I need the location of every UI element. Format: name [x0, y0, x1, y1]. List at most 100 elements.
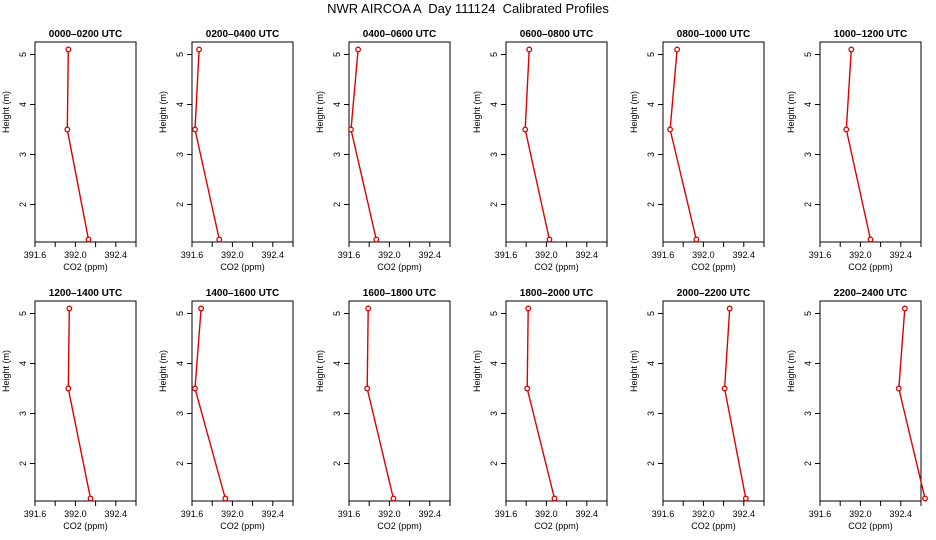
- panel-title: 2000–2200 UTC: [677, 288, 750, 299]
- data-point: [843, 126, 850, 133]
- plot-frame: [34, 300, 137, 502]
- profile-panel-9: 1600–1800 UTC 391.6 392.0 392.4 CO2 (ppm) 2 3 4…: [315, 288, 451, 531]
- x-tick-label: 391.6: [338, 509, 361, 519]
- x-axis-label: CO2 (ppm): [691, 262, 736, 272]
- data-point: [546, 236, 553, 243]
- y-tick-label: 4: [803, 361, 813, 366]
- panel-title: 1800–2000 UTC: [520, 288, 593, 299]
- plot-frame: [348, 41, 451, 243]
- y-tick-label: 3: [332, 152, 342, 157]
- x-tick-label: 392.0: [535, 250, 558, 260]
- data-point: [726, 305, 733, 312]
- profile-panel-12: 2200–2400 UTC 391.6 392.0 392.4 CO2 (ppm) 2 3 4…: [786, 288, 928, 531]
- y-tick-label: 2: [18, 461, 28, 466]
- y-tick-label: 5: [646, 52, 656, 57]
- data-point: [390, 495, 397, 502]
- x-axis-label: CO2 (ppm): [63, 521, 108, 531]
- data-point: [364, 385, 371, 392]
- y-tick-label: 3: [646, 411, 656, 416]
- x-axis-label: CO2 (ppm): [848, 262, 893, 272]
- x-tick-label: 392.4: [890, 509, 913, 519]
- data-point: [198, 305, 205, 312]
- x-tick-label: 392.0: [692, 250, 715, 260]
- x-tick-label: 391.6: [652, 509, 675, 519]
- y-tick-label: 4: [646, 102, 656, 107]
- data-point: [522, 126, 529, 133]
- profile-panel-2: 0200–0400 UTC 391.6 392.0 392.4 CO2 (ppm) 2 3 4…: [158, 29, 294, 272]
- y-tick-label: 2: [175, 202, 185, 207]
- profile-panel-6: 1000–1200 UTC 391.6 392.0 392.4 CO2 (ppm) 2 3 4…: [786, 29, 922, 272]
- y-tick-label: 3: [175, 411, 185, 416]
- y-axis-label: Height (m): [786, 91, 796, 133]
- y-tick-label: 5: [803, 52, 813, 57]
- profile-panel-10: 1800–2000 UTC 391.6 392.0 392.4 CO2 (ppm) 2 3 4…: [472, 288, 608, 531]
- y-tick-label: 5: [175, 52, 185, 57]
- data-point: [895, 385, 902, 392]
- x-tick-label: 391.6: [809, 250, 832, 260]
- y-tick-label: 4: [18, 102, 28, 107]
- x-tick-label: 392.4: [105, 250, 128, 260]
- data-point: [222, 495, 229, 502]
- plot-frame: [505, 41, 608, 243]
- data-point: [355, 46, 362, 53]
- y-tick-label: 3: [489, 411, 499, 416]
- x-tick-label: 392.4: [262, 250, 285, 260]
- x-tick-label: 392.4: [733, 250, 756, 260]
- profile-panel-8: 1400–1600 UTC 391.6 392.0 392.4 CO2 (ppm) 2 3 4…: [158, 288, 294, 531]
- y-tick-label: 2: [803, 202, 813, 207]
- profile-panel-4: 0600–0800 UTC 391.6 392.0 392.4 CO2 (ppm) 2 3 4…: [472, 29, 608, 272]
- data-point: [192, 385, 198, 392]
- panel-title: 0200–0400 UTC: [206, 29, 279, 40]
- y-axis-label: Height (m): [472, 350, 482, 392]
- x-tick-label: 391.6: [652, 250, 675, 260]
- profile-line: [526, 308, 556, 499]
- profile-panel-3: 0400–0600 UTC 391.6 392.0 392.4 CO2 (ppm) 2 3 4…: [315, 29, 451, 272]
- profile-line: [67, 308, 92, 499]
- data-point: [667, 126, 674, 133]
- x-tick-label: 392.4: [733, 509, 756, 519]
- y-tick-label: 4: [175, 102, 185, 107]
- profile-line: [66, 49, 90, 240]
- profile-line: [845, 49, 872, 240]
- x-tick-label: 392.0: [64, 250, 87, 260]
- profile-line: [366, 308, 395, 499]
- data-point: [64, 126, 71, 133]
- panel-title: 2200–2400 UTC: [834, 288, 907, 299]
- panel-title: 0000–0200 UTC: [49, 29, 122, 40]
- y-axis-label: Height (m): [315, 350, 325, 392]
- y-tick-label: 2: [803, 461, 813, 466]
- y-tick-label: 2: [18, 202, 28, 207]
- profile-line: [669, 49, 697, 240]
- panel-title: 0600–0800 UTC: [520, 29, 593, 40]
- y-tick-label: 3: [803, 152, 813, 157]
- panel-title: 1400–1600 UTC: [206, 288, 279, 299]
- data-point: [693, 236, 700, 243]
- y-tick-label: 2: [332, 461, 342, 466]
- profile-line: [194, 49, 220, 240]
- x-tick-label: 392.0: [64, 509, 87, 519]
- y-tick-label: 5: [175, 311, 185, 316]
- plot-frame: [662, 41, 765, 243]
- data-point: [196, 46, 203, 53]
- x-axis-label: CO2 (ppm): [848, 521, 893, 531]
- y-axis-label: Height (m): [158, 350, 168, 392]
- x-tick-label: 392.0: [535, 509, 558, 519]
- x-tick-label: 392.4: [262, 509, 285, 519]
- panel-title: 1000–1200 UTC: [834, 29, 907, 40]
- y-axis-label: Height (m): [1, 350, 11, 392]
- panel-title: 1600–1800 UTC: [363, 288, 436, 299]
- x-tick-label: 392.0: [378, 250, 401, 260]
- x-axis-label: CO2 (ppm): [220, 521, 265, 531]
- y-axis-label: Height (m): [629, 350, 639, 392]
- y-axis-label: Height (m): [472, 91, 482, 133]
- x-tick-label: 392.0: [221, 250, 244, 260]
- x-tick-label: 392.0: [221, 509, 244, 519]
- y-axis-label: Height (m): [315, 91, 325, 133]
- y-tick-label: 5: [489, 52, 499, 57]
- y-tick-label: 5: [18, 52, 28, 57]
- plot-frame: [505, 300, 608, 502]
- x-tick-label: 392.0: [849, 509, 872, 519]
- x-tick-label: 391.6: [181, 509, 204, 519]
- profile-line: [350, 49, 377, 240]
- plot-frame: [819, 41, 922, 243]
